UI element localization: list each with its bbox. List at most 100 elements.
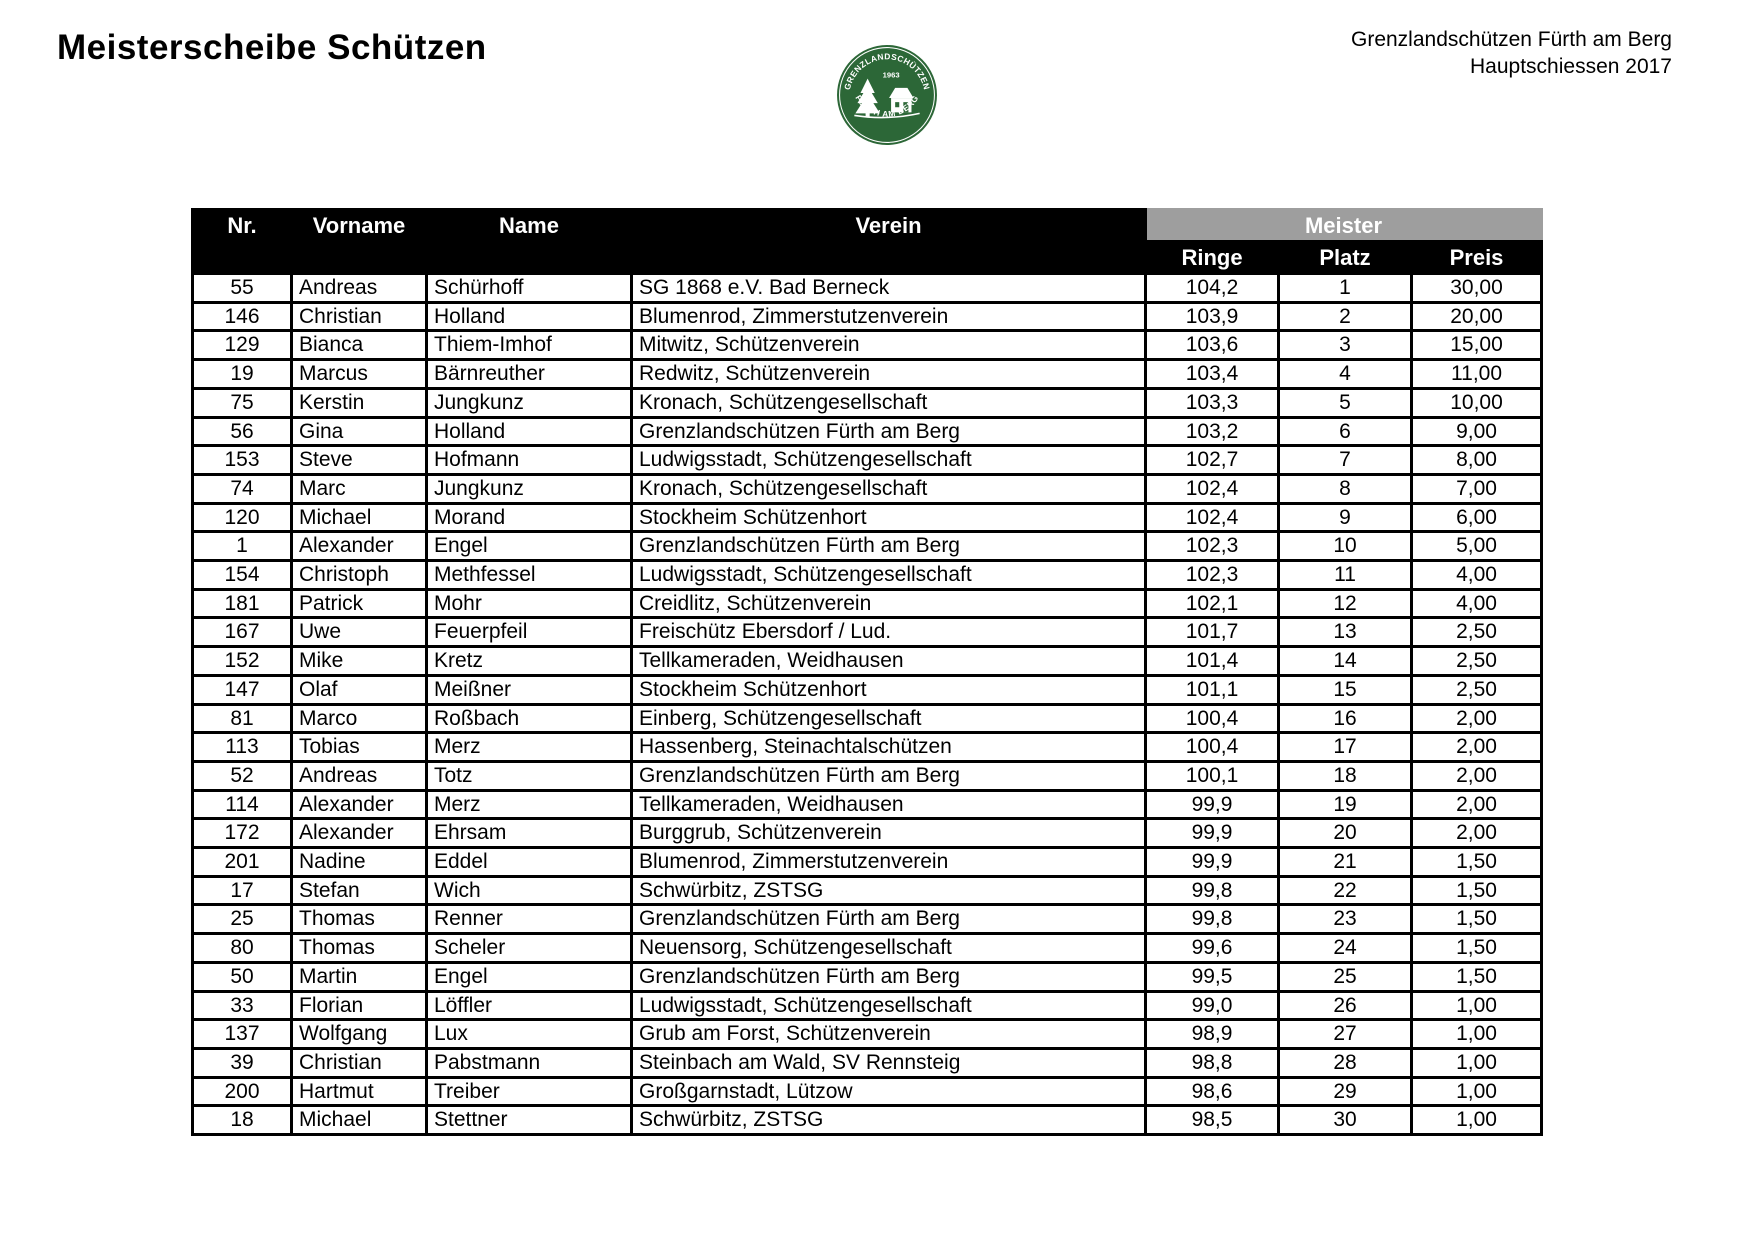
cell-ringe: 99,0 [1144, 989, 1280, 1022]
cell-platz: 26 [1277, 989, 1413, 1022]
cell-vorname: Thomas [290, 903, 428, 936]
cell-ringe: 99,6 [1144, 932, 1280, 964]
cell-name: Kretz [425, 645, 633, 677]
cell-preis: 10,00 [1409, 386, 1544, 419]
table-row: 146 Christian Holland Blumenrod, Zimmerstut… [191, 300, 1544, 333]
cell-platz: 17 [1277, 731, 1413, 763]
table-row: 147 Olaf Meißner Stockheim Schützenhort 101,… [191, 673, 1544, 706]
cell-platz: 3 [1277, 329, 1413, 362]
cell-ringe: 99,9 [1144, 846, 1280, 878]
table-row: 120 Michael Morand Stockheim Schützenhort 10… [191, 501, 1544, 534]
cell-vorname: Alexander [290, 817, 428, 850]
cell-platz: 8 [1277, 472, 1413, 505]
cell-vorname: Christian [290, 300, 428, 333]
cell-verein: Hassenberg, Steinachtalschützen [630, 731, 1147, 763]
cell-platz: 19 [1277, 788, 1413, 821]
cell-verein: Kronach, Schützengesellschaft [630, 386, 1147, 419]
cell-name: Hofmann [425, 444, 633, 476]
cell-nr: 52 [191, 759, 293, 792]
cell-vorname: Gina [290, 415, 428, 448]
header-row-2: Ringe Platz Preis [191, 240, 1544, 275]
cell-name: Ehrsam [425, 817, 633, 850]
cell-verein: Grenzlandschützen Fürth am Berg [630, 415, 1147, 448]
table-row: 25 Thomas Renner Grenzlandschützen Fürth am… [191, 903, 1544, 936]
org-header: Grenzlandschützen Fürth am Berg Hauptsch… [1351, 26, 1672, 80]
cell-vorname: Thomas [290, 932, 428, 964]
cell-nr: 1 [191, 530, 293, 563]
cell-verein: Burggrub, Schützenverein [630, 817, 1147, 850]
cell-ringe: 99,8 [1144, 903, 1280, 936]
cell-vorname: Andreas [290, 272, 428, 304]
cell-name: Feuerpfeil [425, 616, 633, 649]
cell-verein: Grenzlandschützen Fürth am Berg [630, 759, 1147, 792]
table-row: 167 Uwe Feuerpfeil Freischütz Ebersdorf / L… [191, 616, 1544, 649]
table-row: 154 Christoph Methfessel Ludwigsstadt, Schü… [191, 559, 1544, 591]
cell-platz: 4 [1277, 358, 1413, 390]
cell-platz: 6 [1277, 415, 1413, 448]
cell-preis: 2,50 [1409, 673, 1544, 706]
col-header-ringe: Ringe [1144, 240, 1280, 275]
cell-platz: 15 [1277, 673, 1413, 706]
cell-platz: 9 [1277, 501, 1413, 534]
table-row: 55 Andreas Schürhoff SG 1868 e.V. Bad Berne… [191, 272, 1544, 304]
cell-preis: 4,00 [1409, 587, 1544, 620]
cell-ringe: 101,4 [1144, 645, 1280, 677]
cell-preis: 2,00 [1409, 817, 1544, 850]
cell-nr: 75 [191, 386, 293, 419]
cell-nr: 167 [191, 616, 293, 649]
cell-verein: Freischütz Ebersdorf / Lud. [630, 616, 1147, 649]
cell-nr: 146 [191, 300, 293, 333]
cell-ringe: 103,4 [1144, 358, 1280, 390]
cell-verein: Blumenrod, Zimmerstutzenverein [630, 846, 1147, 878]
table-row: 153 Steve Hofmann Ludwigsstadt, Schützenges… [191, 444, 1544, 476]
cell-vorname: Florian [290, 989, 428, 1022]
cell-vorname: Michael [290, 1104, 428, 1137]
cell-preis: 1,00 [1409, 1018, 1544, 1050]
cell-name: Thiem-Imhof [425, 329, 633, 362]
table-row: 18 Michael Stettner Schwürbitz, ZSTSG 98,5 30… [191, 1104, 1544, 1137]
cell-vorname: Mike [290, 645, 428, 677]
cell-ringe: 102,4 [1144, 501, 1280, 534]
table-row: 113 Tobias Merz Hassenberg, Steinachtalschü… [191, 731, 1544, 763]
cell-platz: 7 [1277, 444, 1413, 476]
cell-platz: 5 [1277, 386, 1413, 419]
cell-vorname: Hartmut [290, 1075, 428, 1108]
cell-vorname: Marc [290, 472, 428, 505]
cell-verein: Creidlitz, Schützenverein [630, 587, 1147, 620]
cell-ringe: 98,9 [1144, 1018, 1280, 1050]
cell-nr: 153 [191, 444, 293, 476]
cell-ringe: 100,4 [1144, 731, 1280, 763]
cell-platz: 29 [1277, 1075, 1413, 1108]
table-row: 75 Kerstin Jungkunz Kronach, Schützengesell… [191, 386, 1544, 419]
cell-name: Totz [425, 759, 633, 792]
cell-name: Bärnreuther [425, 358, 633, 390]
table-row: 50 Martin Engel Grenzlandschützen Fürth am … [191, 960, 1544, 993]
cell-name: Löffler [425, 989, 633, 1022]
cell-platz: 23 [1277, 903, 1413, 936]
cell-nr: 172 [191, 817, 293, 850]
cell-name: Scheler [425, 932, 633, 964]
svg-text:1963: 1963 [883, 71, 900, 80]
cell-preis: 1,50 [1409, 932, 1544, 964]
cell-ringe: 103,2 [1144, 415, 1280, 448]
cell-preis: 30,00 [1409, 272, 1544, 304]
cell-vorname: Alexander [290, 530, 428, 563]
cell-nr: 200 [191, 1075, 293, 1108]
cell-verein: Blumenrod, Zimmerstutzenverein [630, 300, 1147, 333]
col-header-name: Name [425, 208, 633, 243]
cell-ringe: 100,4 [1144, 702, 1280, 735]
cell-verein: Steinbach am Wald, SV Rennsteig [630, 1046, 1147, 1079]
cell-vorname: Stefan [290, 874, 428, 907]
cell-nr: 129 [191, 329, 293, 362]
cell-vorname: Uwe [290, 616, 428, 649]
table-row: 137 Wolfgang Lux Grub am Forst, Schützenver… [191, 1018, 1544, 1050]
cell-ringe: 103,3 [1144, 386, 1280, 419]
cell-verein: Großgarnstadt, Lützow [630, 1075, 1147, 1108]
cell-platz: 24 [1277, 932, 1413, 964]
page-title: Meisterscheibe Schützen [57, 28, 487, 67]
cell-vorname: Christoph [290, 559, 428, 591]
table-row: 200 Hartmut Treiber Großgarnstadt, Lützow 98… [191, 1075, 1544, 1108]
cell-nr: 17 [191, 874, 293, 907]
cell-platz: 12 [1277, 587, 1413, 620]
cell-name: Merz [425, 731, 633, 763]
